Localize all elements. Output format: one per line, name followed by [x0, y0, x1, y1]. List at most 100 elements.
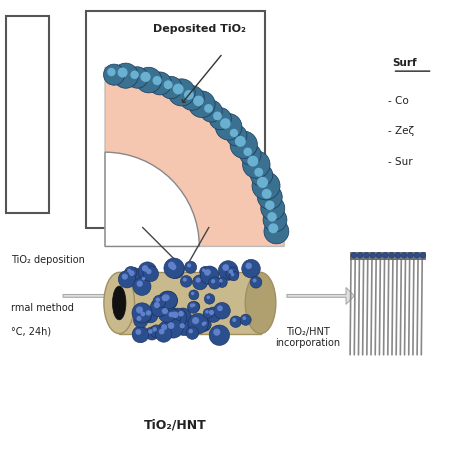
Circle shape	[129, 270, 135, 276]
Text: rmal method: rmal method	[11, 303, 73, 313]
Text: - Sur: - Sur	[388, 157, 412, 167]
Circle shape	[229, 271, 238, 281]
Circle shape	[118, 271, 136, 288]
Circle shape	[182, 278, 187, 282]
Circle shape	[211, 279, 215, 283]
Circle shape	[204, 294, 215, 304]
Circle shape	[230, 129, 238, 137]
Circle shape	[146, 269, 152, 274]
Circle shape	[201, 266, 219, 284]
Circle shape	[376, 253, 382, 258]
Circle shape	[268, 223, 278, 233]
Circle shape	[250, 164, 273, 186]
Circle shape	[164, 319, 183, 338]
Circle shape	[250, 276, 262, 288]
Circle shape	[153, 295, 166, 308]
Circle shape	[132, 326, 149, 343]
Circle shape	[204, 104, 213, 113]
Circle shape	[127, 67, 148, 88]
Circle shape	[213, 328, 220, 336]
Text: - Zeζ: - Zeζ	[388, 126, 414, 136]
Circle shape	[263, 208, 287, 232]
Wedge shape	[105, 152, 199, 246]
Circle shape	[240, 314, 251, 325]
Circle shape	[357, 253, 363, 258]
Text: °C, 24h): °C, 24h)	[11, 327, 51, 337]
Circle shape	[261, 196, 285, 220]
Circle shape	[192, 317, 199, 324]
Bar	[119, 273, 261, 334]
Circle shape	[150, 325, 163, 337]
Circle shape	[161, 324, 167, 330]
Circle shape	[162, 308, 168, 314]
Circle shape	[420, 253, 426, 258]
Circle shape	[247, 155, 258, 166]
Circle shape	[243, 151, 270, 178]
Circle shape	[143, 266, 159, 282]
Circle shape	[146, 310, 151, 316]
Circle shape	[267, 212, 277, 221]
Circle shape	[209, 277, 221, 289]
Circle shape	[209, 325, 229, 346]
Circle shape	[192, 275, 208, 290]
Circle shape	[127, 269, 131, 273]
Circle shape	[167, 261, 184, 279]
Circle shape	[126, 267, 142, 284]
Text: TiO₂ deposition: TiO₂ deposition	[11, 255, 85, 265]
Circle shape	[148, 72, 172, 95]
Circle shape	[190, 303, 194, 308]
Text: TiO₂/HNT
incorporation: TiO₂/HNT incorporation	[275, 327, 340, 348]
Circle shape	[257, 184, 282, 210]
Circle shape	[142, 265, 148, 272]
Circle shape	[222, 264, 229, 271]
Circle shape	[134, 313, 148, 328]
Circle shape	[168, 308, 187, 327]
Circle shape	[246, 263, 252, 269]
Circle shape	[219, 261, 238, 280]
Circle shape	[265, 201, 274, 210]
Circle shape	[203, 267, 218, 282]
Circle shape	[184, 90, 194, 100]
Circle shape	[184, 261, 197, 273]
Circle shape	[113, 63, 138, 88]
Circle shape	[200, 320, 210, 331]
Circle shape	[201, 100, 222, 122]
Circle shape	[254, 168, 263, 177]
Circle shape	[158, 305, 176, 323]
Circle shape	[118, 67, 128, 78]
Circle shape	[203, 321, 207, 325]
Circle shape	[230, 131, 257, 158]
Text: Deposited TiO₂: Deposited TiO₂	[153, 24, 246, 35]
Circle shape	[200, 266, 210, 277]
Text: Surf: Surf	[392, 58, 417, 68]
Circle shape	[160, 76, 182, 99]
Circle shape	[209, 108, 231, 130]
Circle shape	[150, 299, 168, 317]
Bar	[350, 252, 426, 259]
Circle shape	[244, 147, 252, 156]
Circle shape	[137, 316, 141, 321]
Circle shape	[165, 309, 181, 325]
Circle shape	[395, 253, 401, 258]
Ellipse shape	[245, 273, 276, 334]
Circle shape	[168, 262, 175, 269]
Circle shape	[187, 263, 191, 267]
Circle shape	[202, 268, 205, 272]
Circle shape	[370, 253, 375, 258]
Circle shape	[228, 269, 233, 274]
Circle shape	[351, 253, 357, 258]
Circle shape	[220, 118, 231, 129]
Circle shape	[257, 177, 268, 188]
Circle shape	[168, 312, 174, 317]
Circle shape	[160, 292, 177, 309]
Circle shape	[143, 308, 158, 323]
Circle shape	[103, 64, 125, 85]
Circle shape	[133, 277, 151, 295]
Circle shape	[191, 292, 194, 295]
Circle shape	[213, 111, 222, 120]
Circle shape	[168, 322, 174, 329]
Circle shape	[137, 281, 143, 287]
Circle shape	[146, 327, 159, 340]
Wedge shape	[105, 67, 284, 246]
Circle shape	[231, 273, 234, 276]
